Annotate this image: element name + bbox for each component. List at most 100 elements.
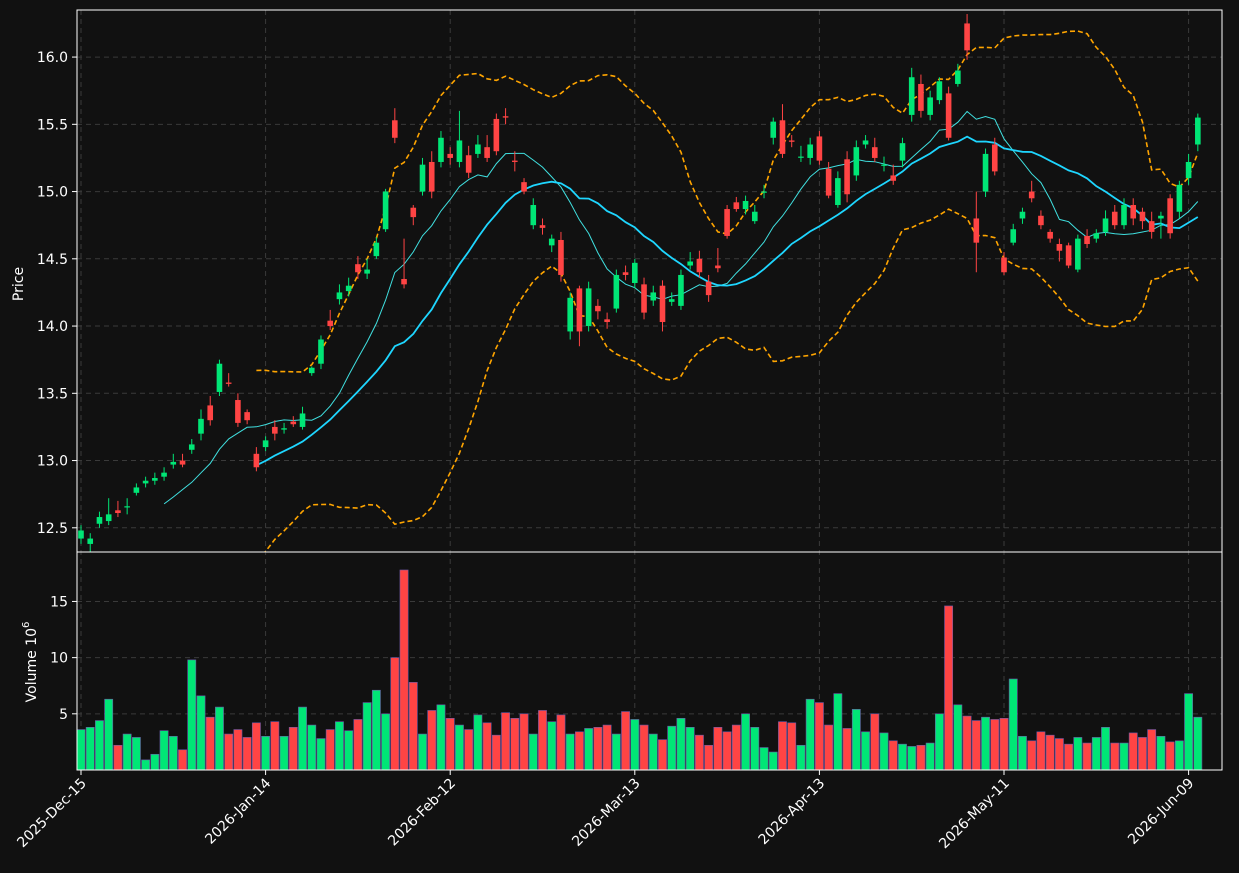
volume-bar <box>1008 678 1018 771</box>
candle <box>188 439 195 454</box>
candle <box>613 269 620 313</box>
candle-body <box>862 140 869 145</box>
candle-body <box>696 258 703 273</box>
candle-body <box>659 285 666 323</box>
volume-bar <box>436 704 446 771</box>
volume-bar <box>1138 737 1147 771</box>
volume-bar <box>768 751 778 771</box>
candle <box>1130 198 1137 226</box>
candle <box>336 284 343 305</box>
volume-bar <box>704 744 714 771</box>
candle-body <box>779 120 786 154</box>
candle-body <box>1167 198 1173 234</box>
volume-bar <box>575 731 584 771</box>
candle-body <box>668 299 675 302</box>
volume-bar <box>325 729 335 771</box>
candle-body <box>438 137 444 162</box>
candle-body <box>447 153 453 158</box>
volume-bar <box>888 740 898 771</box>
volume-bar <box>1119 742 1129 771</box>
candle <box>410 205 417 226</box>
volume-bar <box>953 704 963 771</box>
volume-bar <box>630 719 640 771</box>
slow-moving-average-line <box>256 135 1199 467</box>
candle-body <box>521 182 527 192</box>
candle-body <box>1001 257 1007 273</box>
volume-bar <box>335 721 344 771</box>
candle <box>1084 229 1090 249</box>
volume-bar <box>861 731 870 771</box>
candle <box>1056 238 1063 262</box>
candle-body <box>567 297 573 332</box>
candle <box>881 156 887 172</box>
volume-bar <box>547 721 557 771</box>
candle <box>678 269 684 310</box>
volume-bar <box>1156 735 1166 771</box>
candle <box>1195 113 1201 152</box>
candle <box>1167 194 1173 239</box>
volume-tick-label: 10 <box>50 651 68 667</box>
candle <box>382 188 389 232</box>
candle-body <box>216 363 223 392</box>
candle <box>345 277 352 297</box>
candle-body <box>548 238 555 246</box>
candle-body <box>761 191 767 193</box>
volume-bar <box>898 743 907 771</box>
volume-bar <box>233 729 243 771</box>
volume-bar <box>584 728 594 771</box>
candle <box>539 218 546 235</box>
candle <box>207 395 214 426</box>
price-tick-label: 14.5 <box>37 252 68 268</box>
candle-body <box>272 426 278 434</box>
volume-axis-title-text: Volume 10 <box>24 628 40 702</box>
candle <box>235 393 241 427</box>
candle <box>502 108 509 125</box>
volume-bar <box>316 738 326 771</box>
volume-bar <box>390 657 400 771</box>
candle <box>604 312 610 329</box>
candle <box>751 205 758 224</box>
candle <box>1038 210 1044 230</box>
candle-body <box>715 265 721 269</box>
volume-bar <box>473 714 483 771</box>
candle <box>105 498 112 526</box>
candle-body <box>87 538 94 544</box>
candle-body <box>807 144 813 158</box>
candle <box>364 258 370 279</box>
volume-bar <box>344 730 354 771</box>
volume-bar <box>648 733 658 771</box>
volume-bar <box>990 719 1000 771</box>
volume-bar <box>787 722 797 771</box>
candle <box>761 184 767 199</box>
candle <box>955 63 961 87</box>
volume-bar <box>381 713 390 771</box>
volume-bar <box>464 729 474 771</box>
volume-bar <box>131 737 141 771</box>
candle-body <box>235 400 241 423</box>
candle <box>290 416 297 427</box>
candle-body <box>871 147 878 158</box>
candle-body <box>1056 244 1063 251</box>
candle <box>807 137 813 165</box>
candle <box>124 498 130 515</box>
volume-bar <box>215 706 224 771</box>
volume-bar <box>1091 737 1101 771</box>
volume-bar <box>445 718 455 771</box>
candle <box>825 161 832 199</box>
candle-body <box>1176 184 1183 212</box>
candle-body <box>1121 205 1127 226</box>
candle-body <box>632 262 638 284</box>
candle-body <box>318 339 324 364</box>
price-tick-label: 13.5 <box>37 386 68 402</box>
candle-body <box>465 155 472 173</box>
candle-body <box>345 285 352 292</box>
candle-body <box>558 239 564 275</box>
candle <box>1093 229 1100 243</box>
candle-body <box>456 140 463 162</box>
volume-bar <box>141 759 151 771</box>
volume-bar <box>556 714 566 771</box>
candle-body <box>853 147 860 176</box>
volume-bar <box>510 718 520 771</box>
candle <box>170 453 177 469</box>
candle <box>327 309 334 331</box>
